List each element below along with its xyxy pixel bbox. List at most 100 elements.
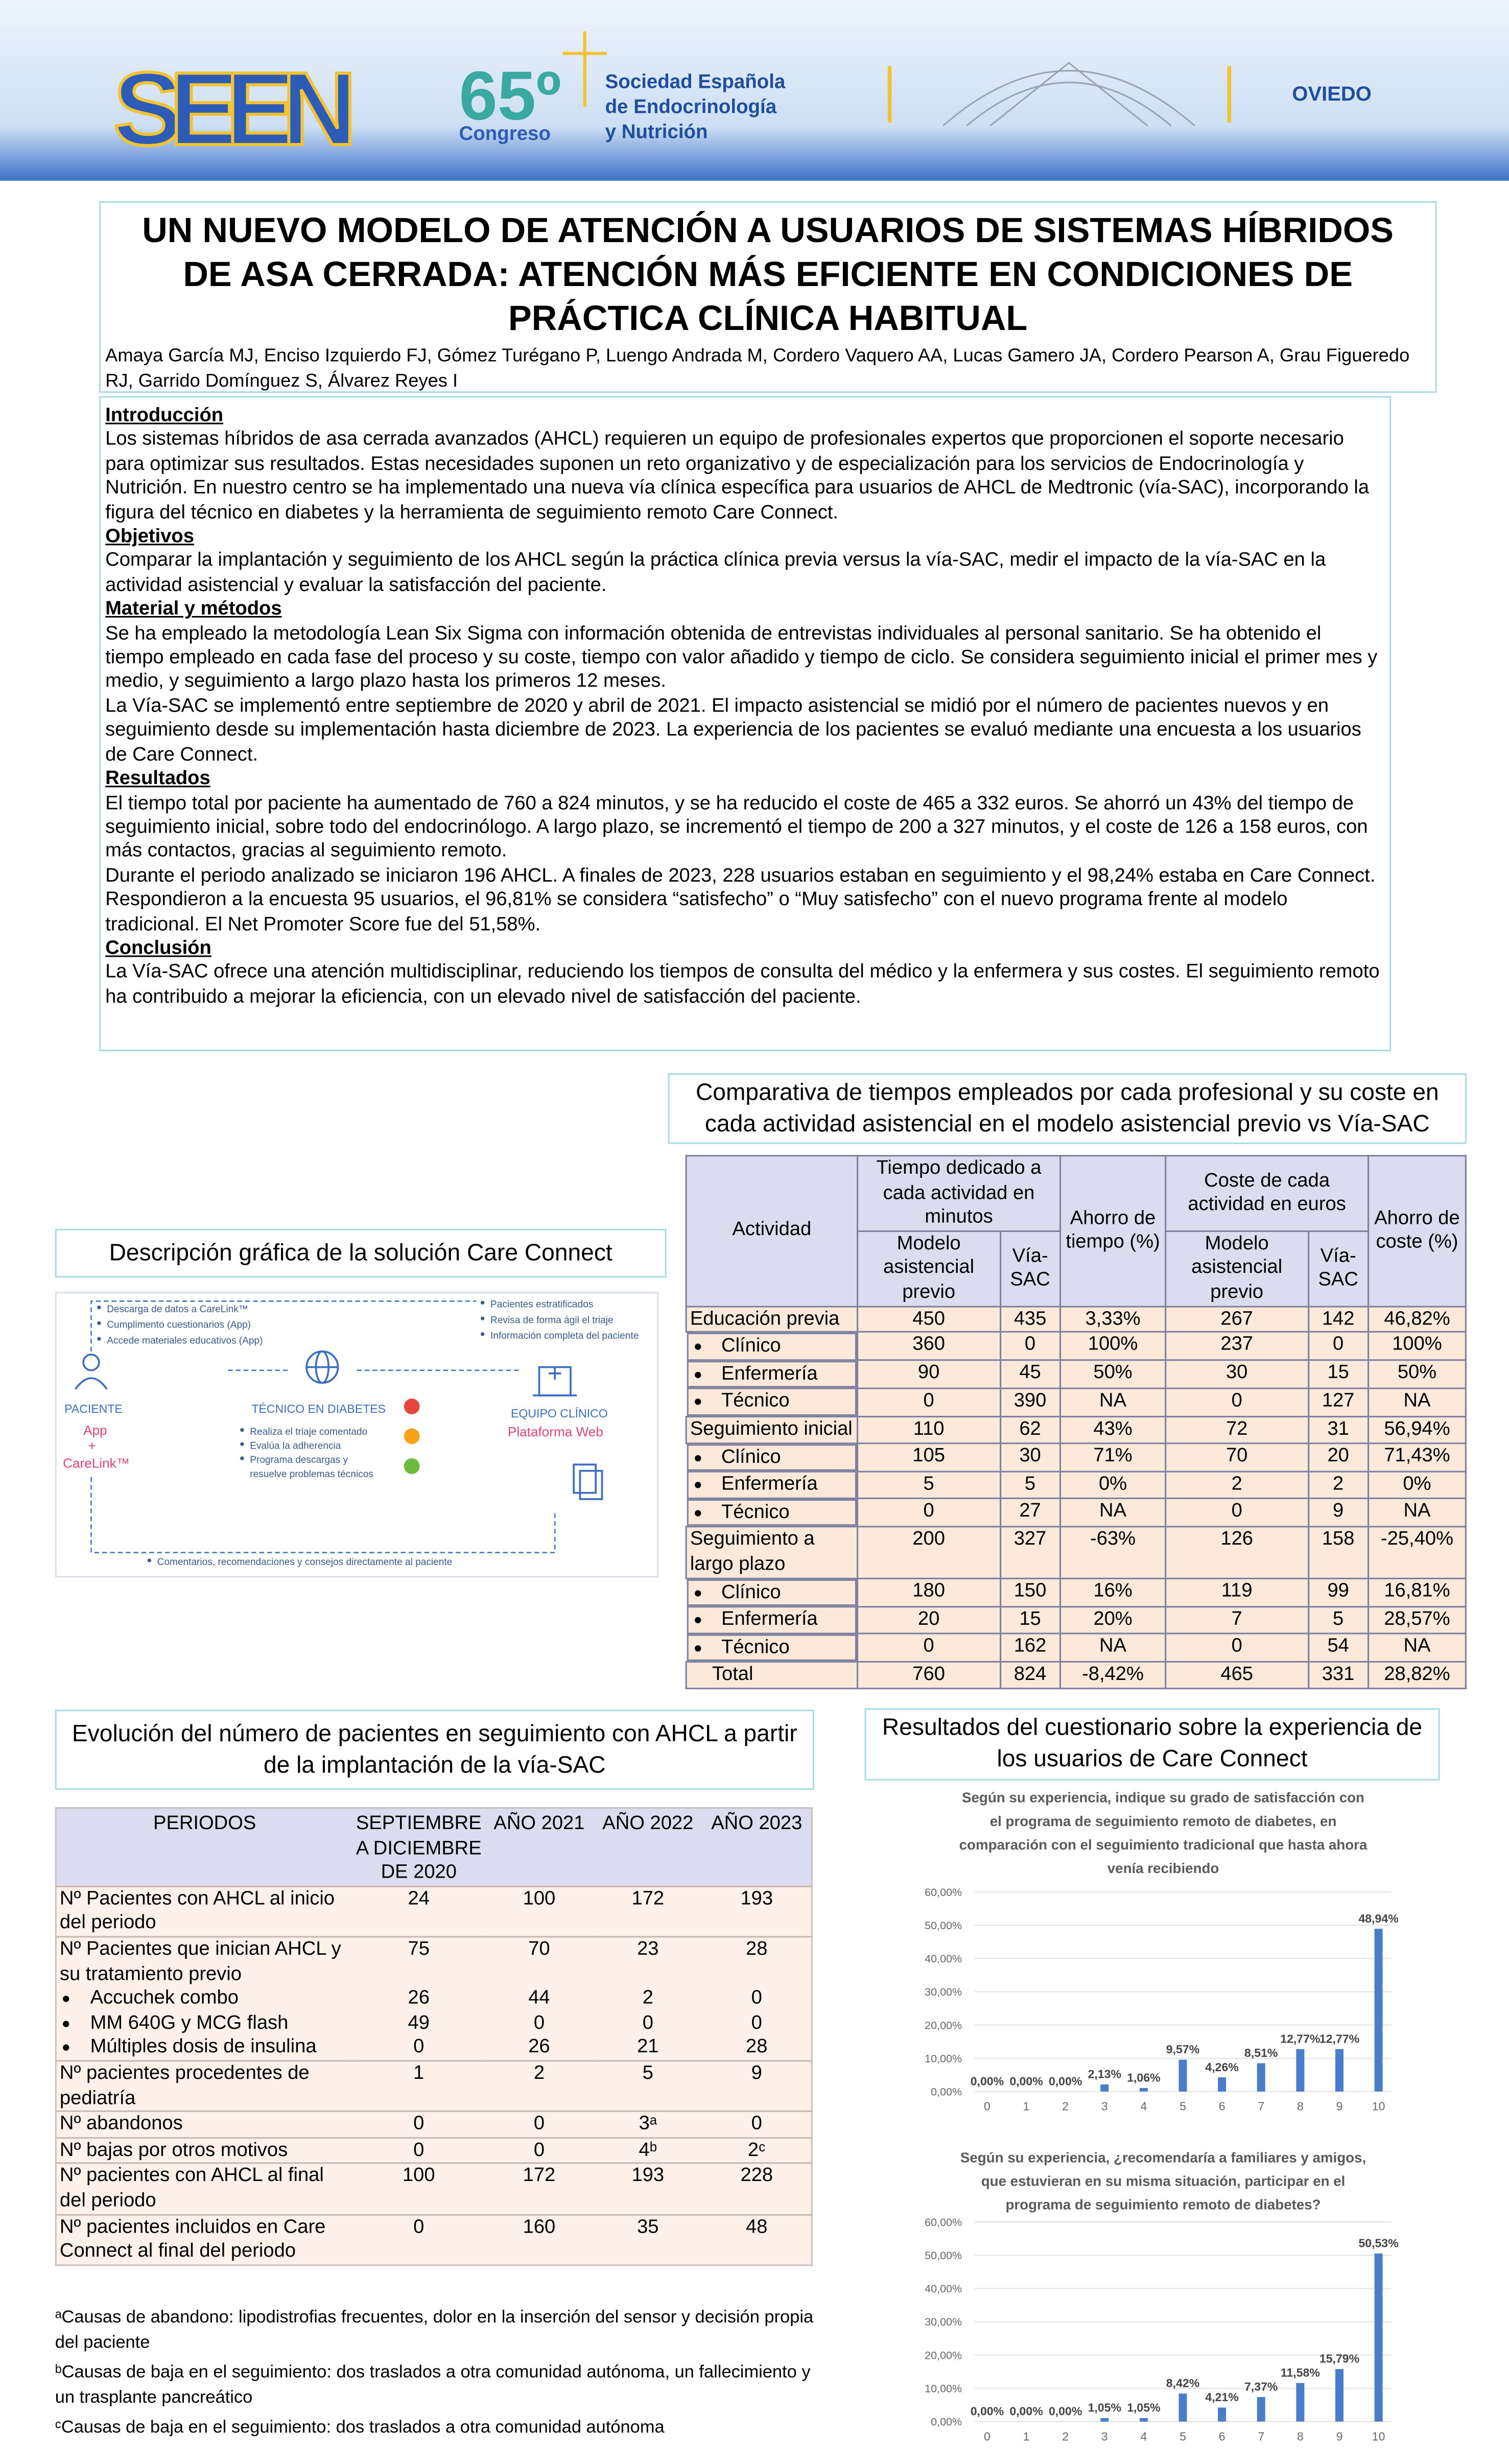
footnotes: ᵃCausas de abandono: lipodistrofias frec… — [55, 2307, 826, 2447]
table-cell: 20% — [1059, 1605, 1167, 1635]
table-cell: 142 — [1307, 1305, 1370, 1333]
header-cell: Modelo asistencial previo — [1165, 1230, 1309, 1307]
table-cell: NA — [1059, 1498, 1167, 1528]
table-cell: 20 — [1307, 1441, 1370, 1472]
header-cell: Actividad — [685, 1155, 859, 1307]
light — [404, 1458, 420, 1474]
table-cell: 44 — [484, 1986, 594, 2011]
table-cell: Nº Pacientes que inician AHCL y su trata… — [56, 1936, 353, 1987]
table-row: Nº pacientes incluidos en Care Connect a… — [56, 2213, 812, 2265]
table-cell: Seguimiento inicial — [685, 1415, 859, 1443]
table-cell: 28,57% — [1367, 1605, 1467, 1635]
data-label: 11,58% — [1281, 2366, 1320, 2379]
table-cell: 450 — [857, 1305, 1001, 1333]
table-row: Seguimiento a largo plazo 200 327 -63% 126 15… — [685, 1526, 1467, 1579]
y-tick-label: 40,00% — [925, 2283, 962, 2295]
table-cell: 228 — [702, 2163, 812, 2214]
table-cell: 0 — [352, 2035, 485, 2061]
table-cell: 90 — [857, 1359, 1001, 1389]
table-cell: 0 — [484, 2137, 594, 2164]
x-tick-label: 4 — [1140, 2430, 1147, 2443]
x-tick-label: 1 — [1023, 2430, 1030, 2443]
x-tick-label: 8 — [1297, 2430, 1304, 2443]
table-cell: NA — [1367, 1387, 1467, 1417]
table-cell: 172 — [593, 1885, 702, 1937]
table-cell: NA — [1059, 1387, 1167, 1417]
table-cell: 0 — [352, 2213, 485, 2265]
table-cell: 30 — [1165, 1359, 1309, 1389]
table-cell: 100% — [1367, 1331, 1467, 1362]
table-row: Educación previa 450 435 3,33% 267 142 46,82% — [685, 1305, 1467, 1333]
comparison-table: Actividad Tiempo dedicado a cada activida… — [685, 1155, 1467, 1689]
header-cell: Tiempo dedicado a cada actividad en minu… — [857, 1155, 1061, 1232]
table-cell: -63% — [1059, 1526, 1167, 1579]
x-tick-label: 9 — [1336, 2430, 1343, 2443]
table-cell: 126 — [1165, 1526, 1309, 1579]
table-cell: Técnico — [686, 1499, 857, 1527]
table-cell: 72 — [1165, 1415, 1309, 1443]
x-tick-label: 2 — [1062, 2100, 1069, 2113]
table-cell: 30 — [999, 1441, 1062, 1472]
x-tick-label: 3 — [1101, 2100, 1108, 2113]
society: de Endocrinología — [605, 96, 777, 118]
society: Sociedad Española — [605, 70, 786, 92]
evolution-table: PERIODOS SEPTIEMBRE A DICIEMBRE DE 2020 AÑ… — [55, 1807, 813, 2266]
table-cell: 9 — [702, 2060, 812, 2112]
y-tick-label: 20,00% — [925, 2019, 962, 2031]
table-cell: Nº Pacientes con AHCL al inicio del peri… — [56, 1885, 353, 1937]
paragraph: Respondieron a la encuesta 95 usuarios, … — [105, 888, 1288, 935]
footnote: ᵃCausas de abandono: lipodistrofias frec… — [55, 2308, 814, 2352]
y-tick-label: 0,00% — [931, 2086, 962, 2098]
table-cell: Clínico — [686, 1333, 857, 1361]
data-label: 1,05% — [1127, 2401, 1160, 2414]
header-cell: Ahorro de coste (%) — [1367, 1155, 1467, 1307]
section-heading: Conclusión — [105, 936, 211, 959]
patient-tool: + — [88, 1438, 96, 1454]
y-tick-label: 30,00% — [925, 2316, 962, 2328]
paragraph: Se ha empleado la metodología Lean Six S… — [105, 622, 1378, 693]
x-tick-label: 5 — [1180, 2100, 1186, 2113]
table-cell: 0 — [857, 1633, 1001, 1663]
paragraph: Los sistemas híbridos de asa cerrada ava… — [105, 428, 1370, 523]
table-row: Nº Pacientes que inician AHCL y su trata… — [56, 1936, 812, 1987]
paragraph: La Vía-SAC se implementó entre septiembr… — [105, 694, 1361, 765]
table-cell: 2ᶜ — [702, 2137, 812, 2164]
table-row: Técnico 0 390 NA 0 127 NA — [686, 1387, 1467, 1417]
data-label: 4,26% — [1205, 2060, 1238, 2074]
table-cell: Técnico — [686, 1633, 857, 1662]
table-cell: 1 — [352, 2060, 485, 2112]
table-cell: 56,94% — [1367, 1415, 1467, 1443]
title-line: DE ASA CERRADA: ATENCIÓN MÁS EFICIENTE E… — [183, 254, 1353, 294]
y-tick-label: 10,00% — [925, 2382, 962, 2395]
table-cell: 54 — [1307, 1633, 1370, 1663]
title-box: UN NUEVO MODELO DE ATENCIÓN A USUARIOS D… — [99, 201, 1437, 393]
table-cell: 5 — [1307, 1605, 1370, 1635]
table-cell: 75 — [352, 1936, 485, 1987]
section-heading: Material y métodos — [105, 597, 282, 620]
table-cell: 28 — [702, 2035, 812, 2061]
patient-tool: App — [83, 1423, 107, 1438]
table-cell: Nº pacientes incluidos en Care Connect a… — [56, 2213, 353, 2265]
diagram-frame — [55, 1291, 659, 1578]
header-cell: AÑO 2021 — [484, 1808, 594, 1886]
x-tick-label: 3 — [1101, 2430, 1108, 2443]
data-label: 0,00% — [971, 2405, 1004, 2418]
footnote: ᶜCausas de baja en el seguimiento: dos t… — [55, 2418, 665, 2437]
table-cell: 0 — [702, 1986, 812, 2011]
table-cell: Enfermería — [686, 1606, 857, 1634]
table-cell: 0 — [857, 1498, 1001, 1528]
paragraph: Comparar la implantación y seguimiento d… — [105, 549, 1326, 596]
bullet-text: Programa descargas y — [250, 1455, 348, 1465]
table-cell: 237 — [1165, 1331, 1309, 1362]
y-tick-label: 60,00% — [925, 2216, 962, 2229]
paragraph: El tiempo total por paciente ha aumentad… — [105, 791, 1368, 862]
table-cell: 16% — [1059, 1577, 1167, 1607]
table-cell: 158 — [1307, 1526, 1370, 1579]
table-cell: 5 — [999, 1470, 1062, 1500]
header-art: SEEN 65º Congreso Sociedad Española de E… — [111, 31, 1372, 169]
bar — [1374, 1929, 1383, 2092]
y-tick-label: 30,00% — [925, 1986, 962, 1998]
table-cell: 0 — [1165, 1633, 1309, 1663]
x-tick-label: 8 — [1297, 2100, 1304, 2113]
table-cell: 360 — [857, 1331, 1001, 1362]
